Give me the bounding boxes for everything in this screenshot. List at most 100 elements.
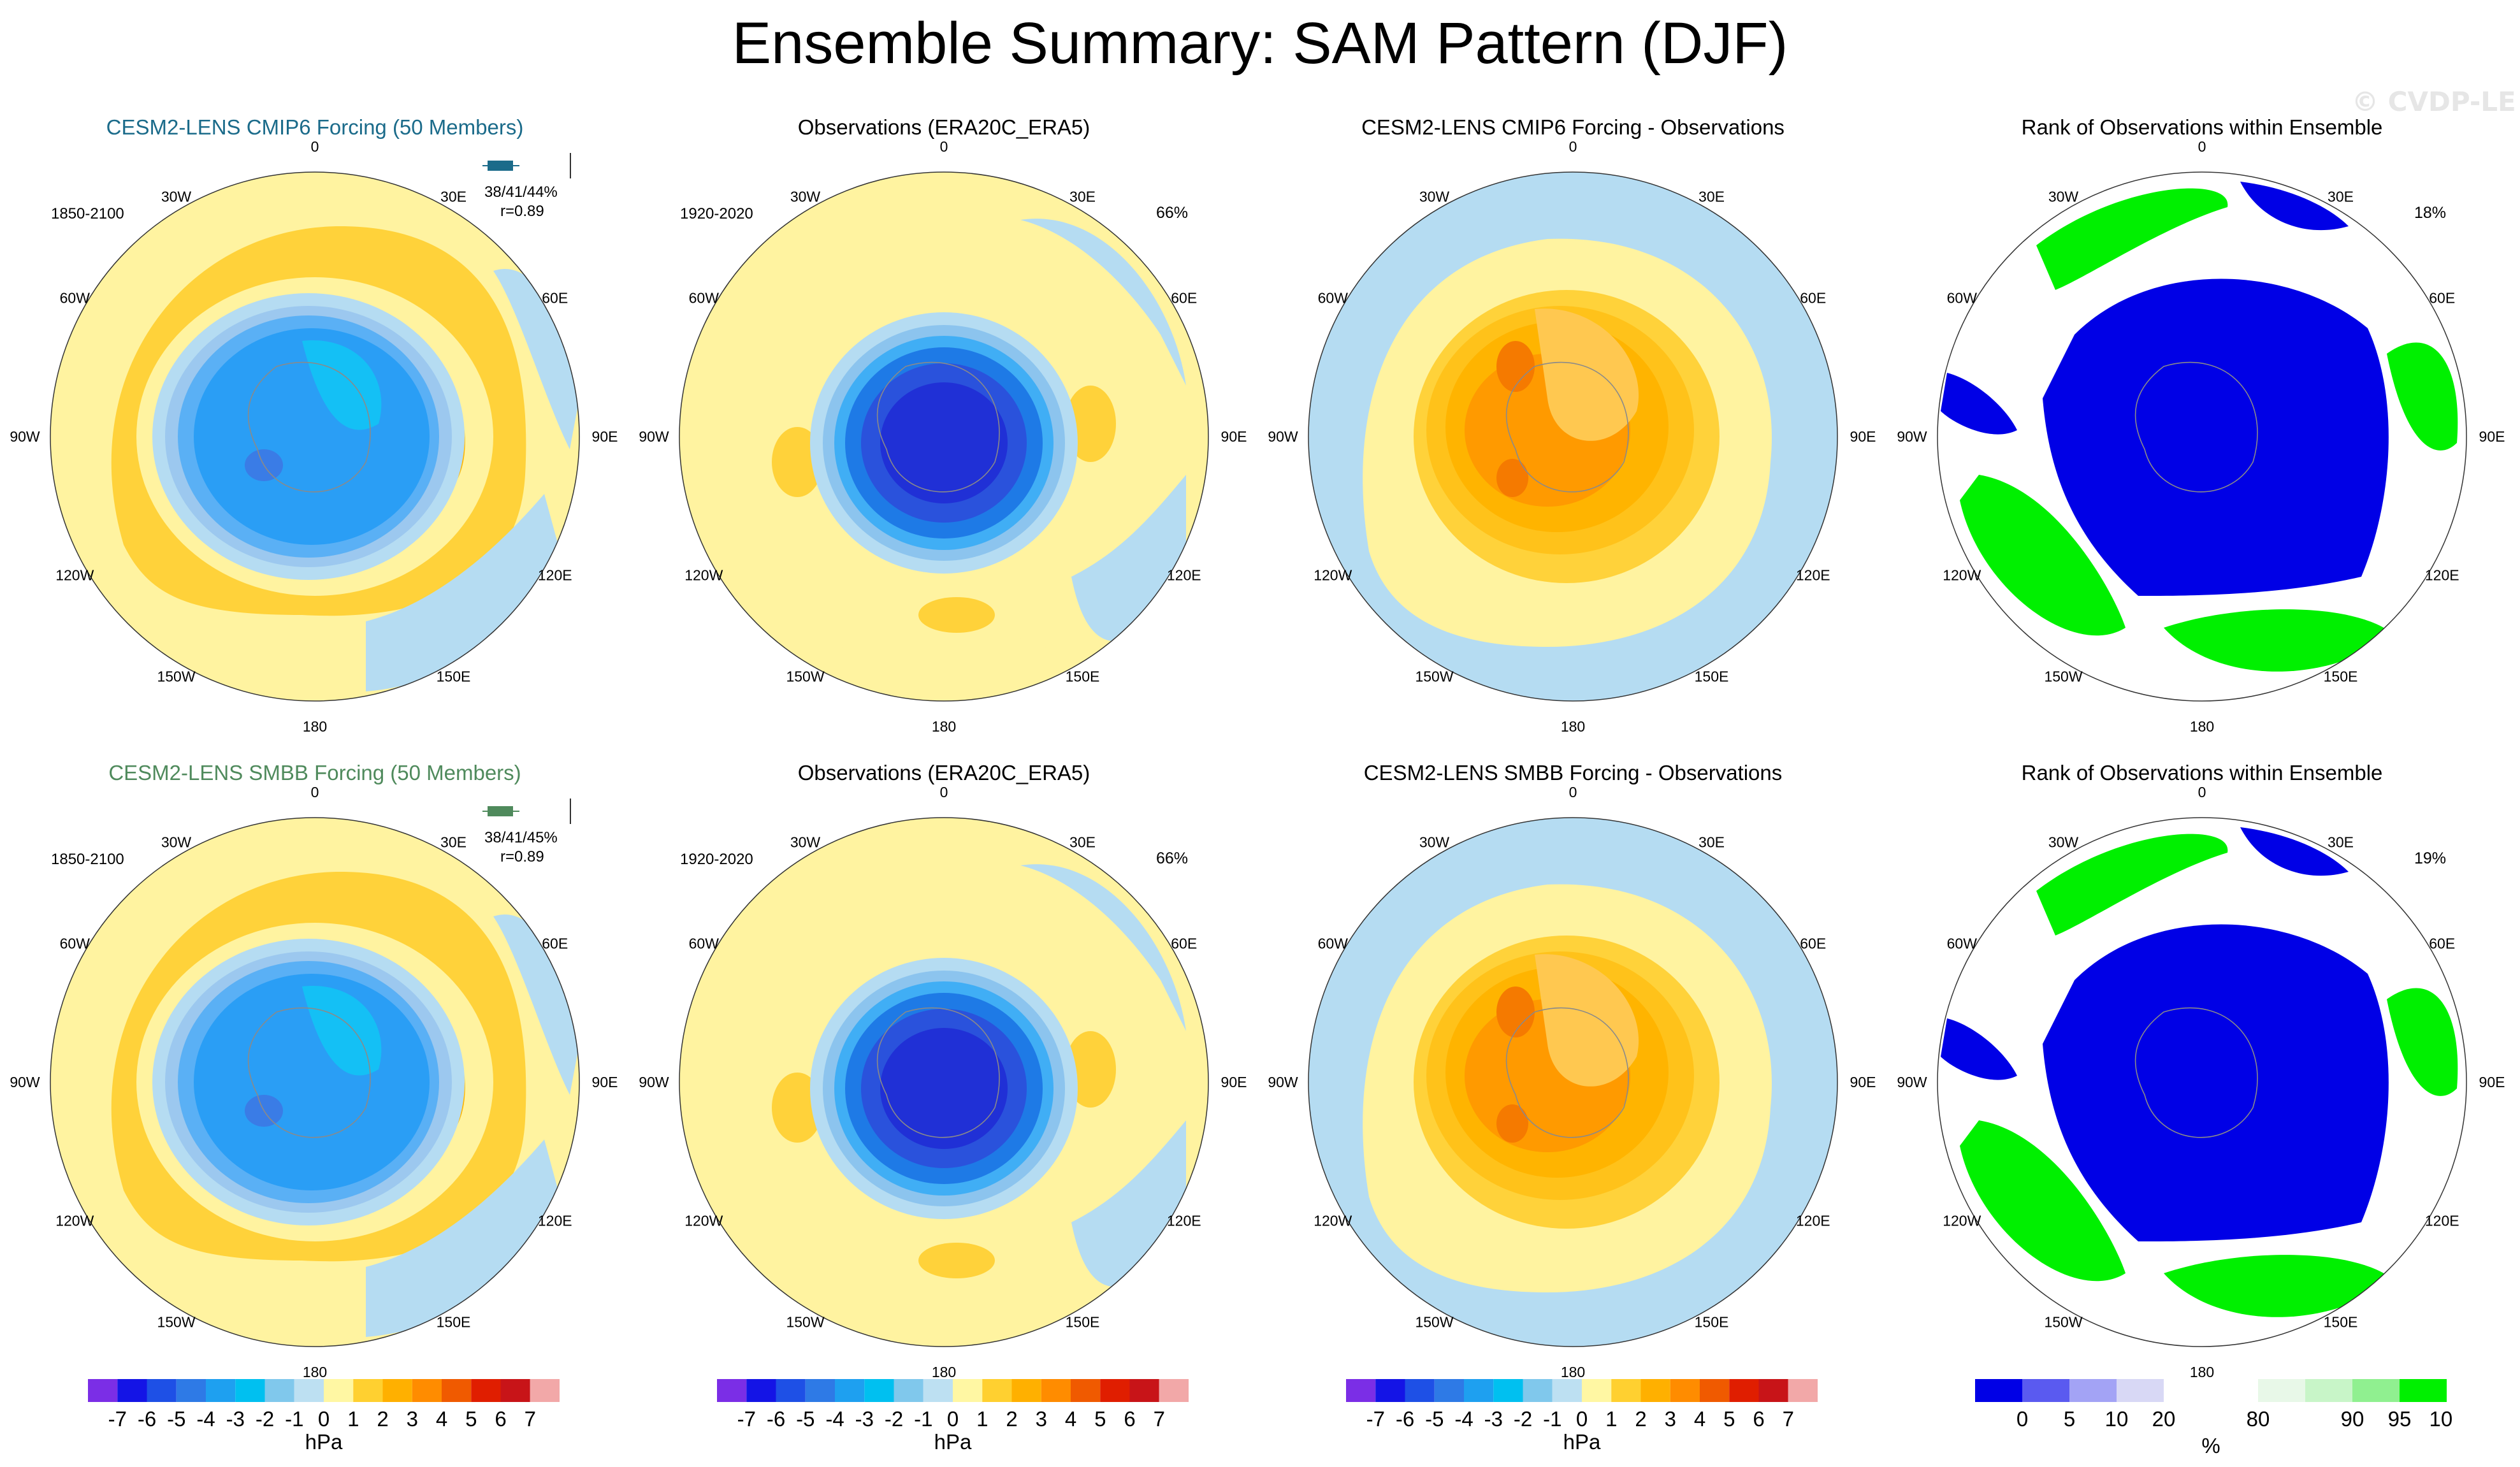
red-spot-2 (1496, 1104, 1528, 1143)
lon-label: 120E (2425, 1213, 2459, 1229)
pattern-correlation: r=0.89 (500, 848, 544, 865)
colorbar-swatch (117, 1379, 147, 1402)
green-west (1960, 475, 2125, 636)
period-label: 1850-2100 (51, 205, 124, 222)
lon-label: 120E (1796, 1213, 1830, 1229)
colorbar-swatch (1129, 1379, 1159, 1402)
green-west (1960, 1120, 2125, 1282)
gold-blob-w (772, 1073, 823, 1143)
colorbar-tick-label: 5 (465, 1407, 477, 1431)
lon-label: 120W (55, 1213, 94, 1229)
lon-label: 30W (2048, 188, 2079, 205)
colorbar-swatch (1729, 1379, 1759, 1402)
lon-label: 150W (2044, 668, 2082, 685)
map-panel-rank: 0 30E 60E 90E 120E 150E 180 150W 120W 90W 60W 30W Ra… (1887, 108, 2517, 746)
lon-label: 30W (790, 188, 821, 205)
map-field (1937, 818, 2466, 1347)
lon-label: 180 (303, 1364, 327, 1380)
colorbar-swatch (1640, 1379, 1670, 1402)
colorbar-tick-label: -6 (1396, 1407, 1414, 1431)
colorbar-tick-label: 7 (1783, 1407, 1794, 1431)
colorbar-swatch (864, 1379, 894, 1402)
ocean-patch-n (1020, 219, 1186, 386)
colorbar-tick-label: 2 (1635, 1407, 1646, 1431)
blue-interior (2043, 924, 2389, 1241)
lon-label: 30W (2048, 834, 2079, 850)
map-field (1363, 238, 1772, 647)
colorbar-swatch (471, 1379, 501, 1402)
colorbar-tick-label: 3 (1665, 1407, 1676, 1431)
colorbar-swatch (2069, 1379, 2117, 1402)
lon-label: 30W (161, 834, 192, 850)
colorbar-swatch (1552, 1379, 1582, 1402)
lon-label: 120W (55, 567, 94, 584)
map-border (1937, 817, 2467, 1347)
red-spot-1 (1496, 986, 1535, 1037)
colorbar-tick-label: -5 (167, 1407, 185, 1431)
gold-blob-s (918, 597, 995, 633)
lon-label: 150E (437, 1314, 471, 1331)
lon-label: 60E (1171, 936, 1197, 952)
colorbar-swatch (746, 1379, 776, 1402)
lon-label: 150W (1415, 1314, 1453, 1331)
colorbar-swatch (2211, 1379, 2258, 1402)
map-border (679, 171, 1209, 702)
colorbar-unit: % (2201, 1434, 2220, 1457)
lon-label: 180 (1561, 1364, 1585, 1380)
colorbar-swatch (1100, 1379, 1130, 1402)
lon-label: 30W (1419, 188, 1450, 205)
lon-label: 90W (639, 1074, 669, 1090)
lon-label: 120W (684, 567, 723, 584)
antarctica-outline (247, 1007, 371, 1138)
lon-label: 30E (1069, 188, 1096, 205)
lon-label: 60W (1318, 290, 1349, 307)
lon-label: 150E (1695, 1314, 1729, 1331)
ocean-patch-n (1020, 864, 1186, 1031)
period-label: 1920-2020 (680, 205, 753, 222)
colorbar-tick-label: -3 (226, 1407, 245, 1431)
lon-label: 60W (689, 290, 720, 307)
antarctica-outline (876, 361, 1000, 493)
lon-label: 180 (932, 718, 956, 735)
colorbar-swatch (1159, 1379, 1189, 1402)
green-north (2036, 834, 2228, 936)
colorbar-swatch (206, 1379, 236, 1402)
colorbar-swatch (1700, 1379, 1730, 1402)
lon-label: 90W (639, 428, 669, 445)
colorbar-swatch (1041, 1379, 1071, 1402)
colorbar-hpa-2: -7 -6 -5 -4 -3 -2 -1 0 1 2 3 4 5 6 7 hPa (711, 1378, 1195, 1467)
colorbar-tick-label: 1 (347, 1407, 359, 1431)
blue-west-patch (1941, 373, 2017, 435)
colorbar-swatch (2400, 1379, 2447, 1402)
lon-label: 90W (10, 1074, 40, 1090)
colorbar-tick-label: 6 (495, 1407, 506, 1431)
lon-label: 0 (311, 784, 319, 800)
lon-label: 150E (2324, 1314, 2358, 1331)
colorbar-swatch (412, 1379, 442, 1402)
colorbar-unit: hPa (934, 1430, 972, 1454)
lon-label: 90W (1897, 1074, 1927, 1090)
figure-title: Ensemble Summary: SAM Pattern (DJF) (732, 11, 1788, 76)
lon-label: 90W (1268, 1074, 1298, 1090)
colorbar-tick-label: 4 (436, 1407, 447, 1431)
colorbar-tick-label: -7 (1366, 1407, 1385, 1431)
lon-label: 90E (1850, 1074, 1876, 1090)
lon-label: 120E (2425, 567, 2459, 584)
ocean-patch-se (366, 1139, 563, 1337)
lon-label: 30W (1419, 834, 1450, 850)
lon-label: 0 (2198, 138, 2206, 155)
lon-label: 60W (689, 936, 720, 952)
colorbar-tick-label: -7 (108, 1407, 127, 1431)
blue-north-patch (2240, 182, 2349, 231)
colorbar-tick-label: -4 (825, 1407, 844, 1431)
map-panel-obs: 0 30E 60E 90E 120E 150E 180 150W 120W 90W 60W 30W Ob… (629, 108, 1259, 746)
watermark-text: © CVDP-LE (2352, 86, 2516, 117)
colorbar-tick-label: -7 (737, 1407, 756, 1431)
red-spot-2 (1496, 459, 1528, 497)
lon-label: 60W (1318, 936, 1349, 952)
land-patch (1535, 954, 1639, 1087)
colorbar-tick-label: -2 (256, 1407, 274, 1431)
lon-label: 180 (303, 718, 327, 735)
colorbar-tick-label: 80 (2247, 1407, 2270, 1431)
green-east (2387, 988, 2458, 1096)
